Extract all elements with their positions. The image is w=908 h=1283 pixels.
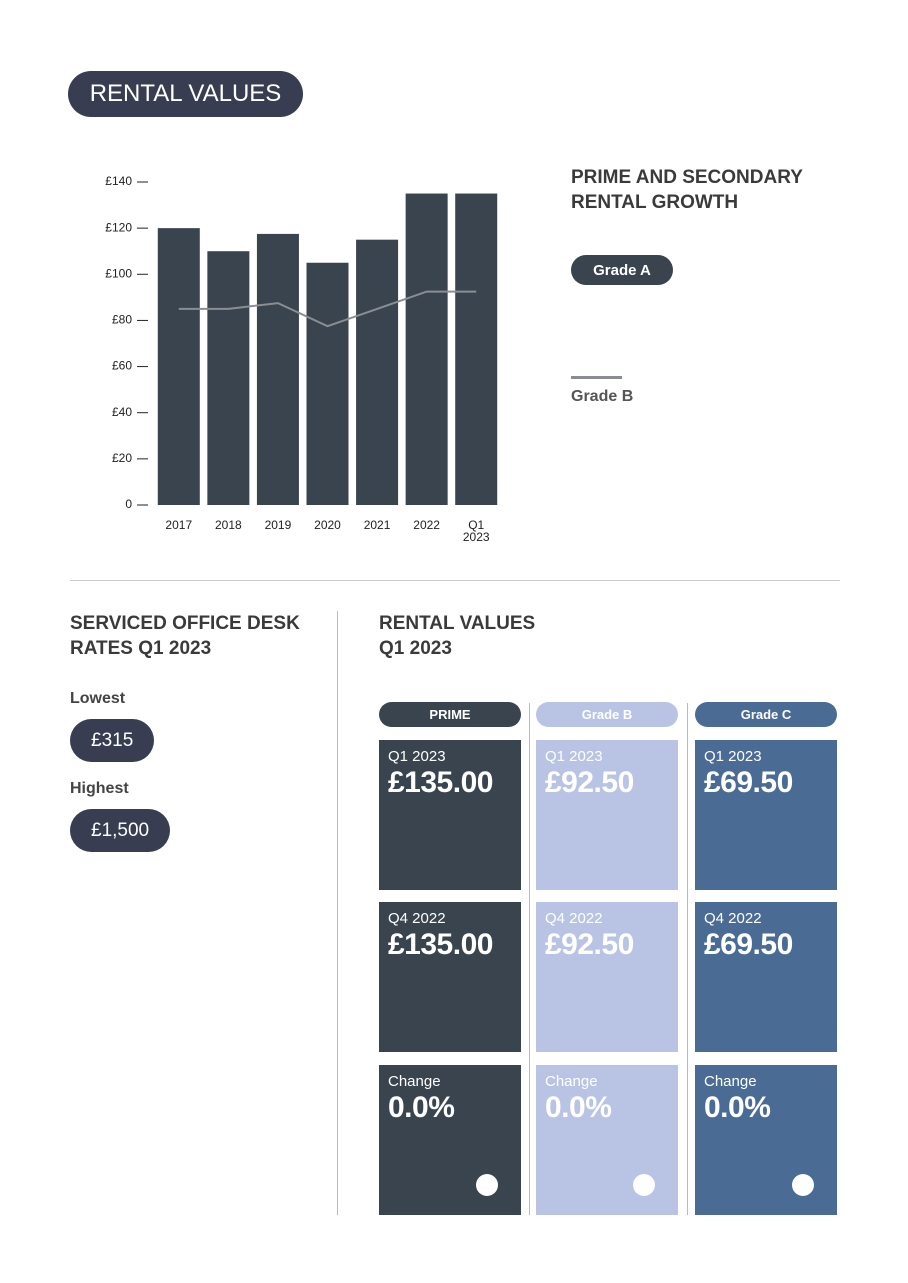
table-cell: Q4 2022 £135.00 (379, 902, 521, 1052)
bar (356, 239, 399, 505)
bar (405, 193, 448, 505)
legend-title: PRIME AND SECONDARY RENTAL GROWTH (571, 167, 803, 213)
legend-line (571, 376, 622, 379)
column-header: Grade C (695, 702, 837, 727)
cell-value: £69.50 (704, 766, 793, 799)
table-cell: Q1 2023 £92.50 (536, 740, 678, 890)
cell-label: Q4 2022 (704, 910, 762, 927)
x-tick-label: Q1 2023 (462, 518, 490, 544)
table-cell: Change 0.0% (695, 1065, 837, 1215)
cell-label: Q1 2023 (545, 748, 603, 765)
indicator-dot (476, 1174, 498, 1196)
table-cell: Q4 2022 £69.50 (695, 902, 837, 1052)
cell-value: £135.00 (388, 766, 493, 799)
divider (70, 580, 840, 581)
bar (157, 228, 200, 505)
y-tick-label: £80 (112, 313, 132, 327)
bar (256, 233, 299, 505)
cell-value: 0.0% (388, 1091, 455, 1124)
table-cell: Q4 2022 £92.50 (536, 902, 678, 1052)
cell-label: Q1 2023 (388, 748, 446, 765)
bar (306, 262, 349, 505)
y-tick-label: 0 (125, 497, 132, 511)
cell-label: Q4 2022 (545, 910, 603, 927)
x-tick-label: 2021 (363, 518, 391, 532)
indicator-dot (792, 1174, 814, 1196)
table-title: RENTAL VALUES (379, 613, 536, 634)
rate-value: £1,500 (70, 809, 171, 852)
y-tick-label: £20 (112, 451, 132, 465)
cell-label: Change (388, 1073, 441, 1090)
header-title: RENTAL VALUES (68, 71, 303, 117)
y-tick-label: £40 (112, 405, 132, 419)
rate-label: Lowest (70, 690, 126, 707)
table-cell: Change 0.0% (536, 1065, 678, 1215)
y-tick-label: £60 (112, 359, 132, 373)
cell-label: Change (545, 1073, 598, 1090)
desk-title: SERVICED OFFICE DESK RATES Q1 2023 (70, 613, 300, 659)
bar (455, 193, 498, 505)
x-tick-label: 2019 (264, 518, 292, 532)
indicator-dot (633, 1174, 655, 1196)
rate-label: Highest (70, 780, 129, 797)
cell-value: £92.50 (545, 928, 634, 961)
legend-label: Grade B (571, 388, 634, 405)
cell-label: Q1 2023 (704, 748, 762, 765)
cell-value: £69.50 (704, 928, 793, 961)
line (178, 290, 477, 328)
x-tick-label: 2022 (413, 518, 440, 532)
cell-value: £92.50 (545, 766, 634, 799)
y-tick-label: £120 (105, 220, 132, 234)
divider (337, 611, 338, 1215)
rate-value: £315 (70, 719, 155, 762)
legend-label: Grade A (571, 255, 673, 285)
cell-value: £135.00 (388, 928, 493, 961)
cell-value: 0.0% (704, 1091, 771, 1124)
y-tick-label: £100 (105, 266, 132, 280)
table-cell: Change 0.0% (379, 1065, 521, 1215)
divider (529, 703, 530, 1215)
column-header: Grade B (536, 702, 678, 727)
divider (687, 703, 688, 1215)
chart: 0 £20 £40 £60 £80 £100 £120 £140 (105, 174, 498, 511)
x-tick-label: 2018 (214, 518, 242, 532)
bar (207, 251, 250, 505)
table-cell: Q1 2023 £135.00 (379, 740, 521, 890)
x-tick-label: 2020 (314, 518, 341, 532)
cell-label: Q4 2022 (388, 910, 446, 927)
y-tick-label: £140 (105, 174, 132, 188)
cell-value: 0.0% (545, 1091, 612, 1124)
cell-label: Change (704, 1073, 757, 1090)
column-header: PRIME (379, 702, 521, 727)
x-tick-label: 2017 (165, 518, 193, 532)
table-subtitle: Q1 2023 (379, 638, 452, 659)
table-cell: Q1 2023 £69.50 (695, 740, 837, 890)
